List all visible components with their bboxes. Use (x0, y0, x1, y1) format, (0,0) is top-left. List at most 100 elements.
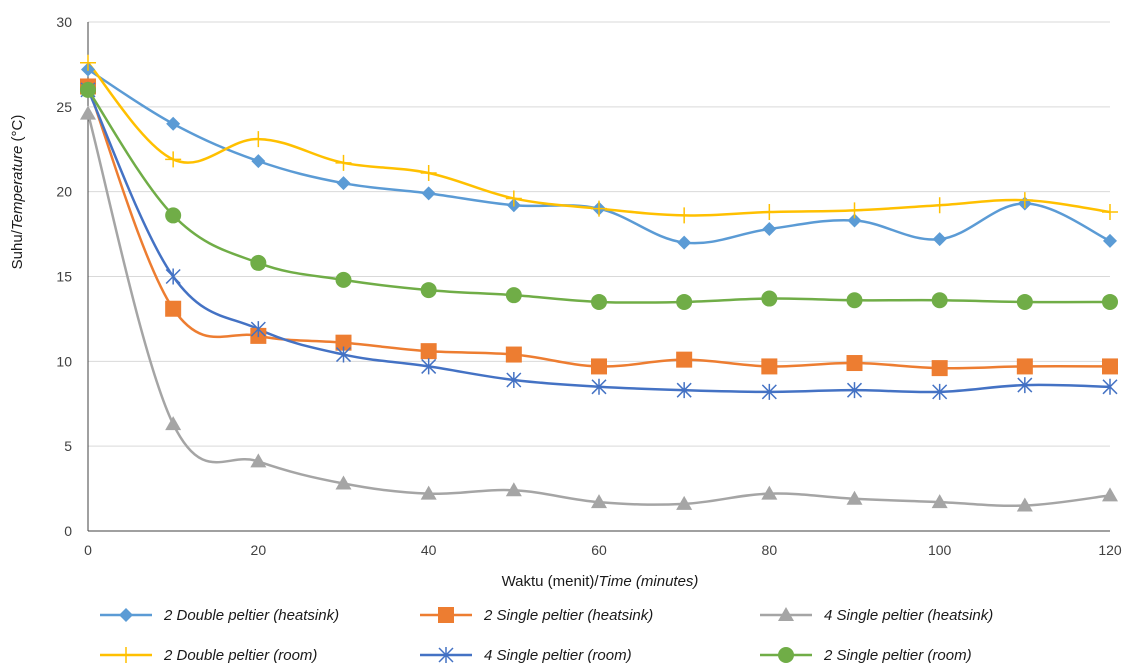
x-tick-label: 120 (1098, 542, 1122, 558)
data-point (676, 207, 693, 224)
data-point (846, 355, 863, 372)
data-point (335, 154, 352, 171)
data-point (505, 190, 522, 207)
grid-lines (88, 21, 1110, 447)
data-point (931, 494, 948, 509)
y-tick-label: 15 (56, 269, 72, 285)
data-point (250, 131, 267, 148)
series-line-1 (86, 86, 1111, 370)
data-point (420, 165, 437, 182)
data-point (591, 358, 607, 375)
legend-marker (438, 607, 454, 623)
legend-marker (438, 647, 454, 663)
data-point (762, 221, 777, 236)
data-point (421, 186, 436, 201)
x-tick-label: 100 (928, 542, 952, 558)
data-point (165, 416, 182, 431)
data-point (761, 290, 778, 307)
data-point (677, 235, 692, 250)
data-point (1016, 497, 1033, 512)
series-line-0 (87, 68, 1111, 245)
data-point (846, 292, 863, 309)
data-point (420, 343, 437, 360)
data-point (1102, 204, 1118, 221)
data-point (335, 334, 352, 351)
legend-label: 2 Double peltier (room) (163, 647, 317, 664)
data-point (1016, 358, 1033, 375)
data-point (761, 485, 778, 500)
series-line-5 (86, 89, 1111, 304)
data-point (506, 371, 522, 388)
data-point (1103, 233, 1117, 248)
data-point (1017, 377, 1033, 394)
data-point (1102, 378, 1118, 395)
data-point (931, 360, 948, 377)
legend-marker (118, 647, 134, 663)
legend: 2 Double peltier (heatsink) 2 Single pelt… (100, 607, 993, 664)
data-point (932, 232, 947, 247)
data-point (250, 453, 267, 468)
x-tick-label: 20 (251, 542, 267, 558)
data-point (591, 293, 607, 310)
data-point (505, 482, 522, 497)
y-tick-label: 20 (56, 184, 72, 200)
data-point (165, 207, 182, 224)
x-tick-label: 40 (421, 542, 437, 558)
data-point (251, 154, 266, 169)
data-point (250, 321, 266, 338)
legend-marker (778, 647, 794, 663)
data-point (80, 54, 96, 71)
data-point (1102, 293, 1118, 310)
data-point (335, 346, 352, 363)
data-point (846, 490, 863, 505)
data-point (165, 151, 182, 168)
y-tick-label: 0 (64, 523, 72, 539)
data-point (505, 287, 522, 304)
series-markers (80, 54, 1118, 512)
data-point (761, 204, 778, 221)
data-point (165, 268, 181, 285)
data-point (931, 197, 948, 214)
x-tick-label: 0 (84, 542, 92, 558)
data-point (420, 485, 437, 500)
data-point (932, 383, 948, 400)
series-lines (86, 61, 1111, 508)
data-point (591, 494, 607, 509)
y-axis-title: Suhu/Temperature (°C) (9, 115, 26, 270)
x-tick-label: 60 (591, 542, 607, 558)
data-point (250, 254, 267, 271)
data-point (80, 105, 96, 120)
series-line-4 (86, 89, 1111, 394)
data-point (846, 202, 863, 219)
data-point (1016, 293, 1033, 310)
legend-label: 4 Single peltier (room) (484, 647, 632, 664)
data-point (165, 300, 182, 317)
y-tick-label: 5 (64, 438, 72, 454)
data-point (847, 213, 862, 228)
data-point (335, 475, 352, 490)
legend-marker (119, 608, 133, 622)
tick-labels: 0 5 10 15 20 25 30 0 20 40 60 80 100 120 (56, 14, 1121, 558)
x-axis-title: Waktu (menit)/Time (minutes) (502, 573, 699, 590)
series-line-3 (87, 61, 1111, 217)
data-point (1102, 487, 1118, 502)
data-point (505, 346, 522, 363)
data-point (676, 293, 693, 310)
y-tick-label: 25 (56, 99, 72, 115)
data-point (80, 81, 96, 98)
legend-label: 4 Single peltier (heatsink) (824, 607, 993, 624)
data-point (336, 176, 351, 191)
y-tick-label: 30 (56, 14, 72, 30)
data-point (591, 200, 607, 217)
data-point (335, 271, 352, 288)
legend-label: 2 Double peltier (heatsink) (163, 607, 339, 624)
data-point (931, 292, 948, 309)
legend-label: 2 Single peltier (heatsink) (483, 607, 653, 624)
data-point (761, 358, 778, 375)
data-point (676, 495, 693, 510)
data-point (420, 282, 437, 299)
data-point (761, 383, 777, 400)
data-point (421, 358, 437, 375)
legend-marker (778, 607, 794, 621)
data-point (166, 116, 181, 131)
